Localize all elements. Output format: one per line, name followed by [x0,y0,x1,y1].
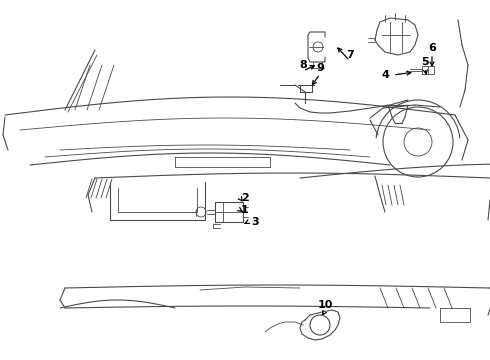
Text: 8: 8 [299,60,307,70]
Text: 5: 5 [421,57,429,67]
Text: 9: 9 [316,63,324,73]
Text: 7: 7 [346,50,354,60]
Text: 10: 10 [318,300,333,310]
Text: 3: 3 [251,217,259,227]
Text: 2: 2 [241,193,249,203]
Text: 6: 6 [428,43,436,53]
Text: 4: 4 [381,70,389,80]
Text: 1: 1 [241,205,249,215]
